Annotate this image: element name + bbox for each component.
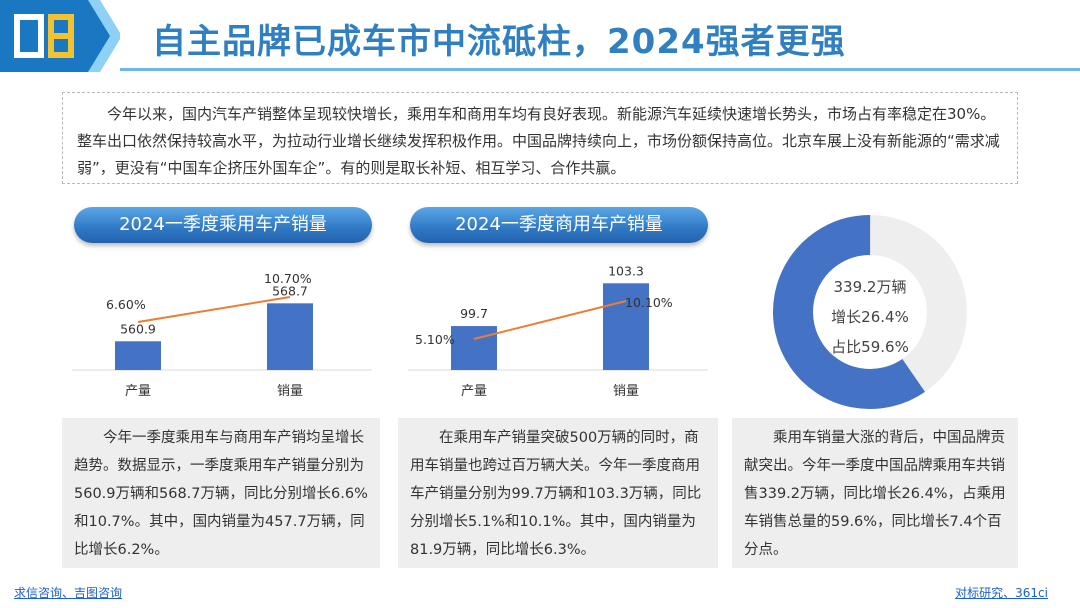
growth-line [473,300,627,340]
growth-line [137,296,291,323]
bar-label-1: 103.3 [608,263,644,278]
logo-icon [0,0,120,72]
category-label-1: 销量 [613,384,639,399]
growth-label-0: 6.60% [106,297,146,312]
header: 自主品牌已成车市中流砥柱，2024强者更强 [0,0,1080,72]
brand-description: 乘用车销量大涨的背后，中国品牌贡献突出。今年一季度中国品牌乘用车共销售339.2… [732,418,1018,568]
passenger-description: 今年一季度乘用车与商用车产销均呈增长趋势。数据显示，一季度乘用车产销量分别为56… [62,418,380,568]
bar-0 [115,341,161,370]
category-label-0: 产量 [461,384,487,399]
chart-title-commercial: 2024一季度商用车产销量 [410,207,708,243]
donut-center-text: 339.2万辆 增长26.4% 占比59.6% [800,272,940,362]
bar-label-1: 568.7 [272,283,308,298]
category-label-0: 产量 [125,384,151,399]
commercial-description-text: 在乘用车产销量突破500万辆的同时，商用车销量也跨过百万辆大关。今年一季度商用车… [410,430,702,558]
footer-link-left[interactable]: 求信咨询、吉图咨询 [14,586,123,600]
intro-text: 今年以来，国内汽车产销整体呈现较快增长，乘用车和商用车均有良好表现。新能源汽车延… [62,92,1018,184]
bar-label-0: 560.9 [120,321,156,336]
page-title: 自主品牌已成车市中流砥柱，2024强者更强 [152,22,846,62]
brand-description-text: 乘用车销量大涨的背后，中国品牌贡献突出。今年一季度中国品牌乘用车共销售339.2… [744,430,1006,558]
category-label-1: 销量 [277,384,303,399]
chart-title-passenger: 2024一季度乘用车产销量 [74,207,372,243]
header-divider [120,68,1080,71]
commercial-car-chart: 99.7 产量 103.3 销量 5.10% 10.10% [408,263,708,399]
bar-1 [267,303,313,370]
bar-0 [451,326,497,370]
bar-label-0: 99.7 [460,306,488,321]
donut-text-share: 占比59.6% [831,338,909,356]
commercial-description: 在乘用车产销量突破500万辆的同时，商用车销量也跨过百万辆大关。今年一季度商用车… [398,418,718,568]
donut-text-sales: 339.2万辆 [833,278,907,296]
donut-text-growth: 增长26.4% [831,308,909,326]
growth-label-1: 10.10% [625,295,673,310]
donut-slice-main [773,215,967,409]
footer-link-right[interactable]: 对标研究、361ci [955,586,1048,600]
passenger-description-text: 今年一季度乘用车与商用车产销均呈增长趋势。数据显示，一季度乘用车产销量分别为56… [74,430,368,558]
brand-share-donut [773,215,967,409]
header-bar [0,0,1080,72]
bar-1 [603,283,649,370]
passenger-car-chart: 560.9 产量 568.7 销量 6.60% 10.70% [72,271,372,399]
growth-label-1: 10.70% [264,271,312,286]
growth-label-0: 5.10% [415,332,455,347]
